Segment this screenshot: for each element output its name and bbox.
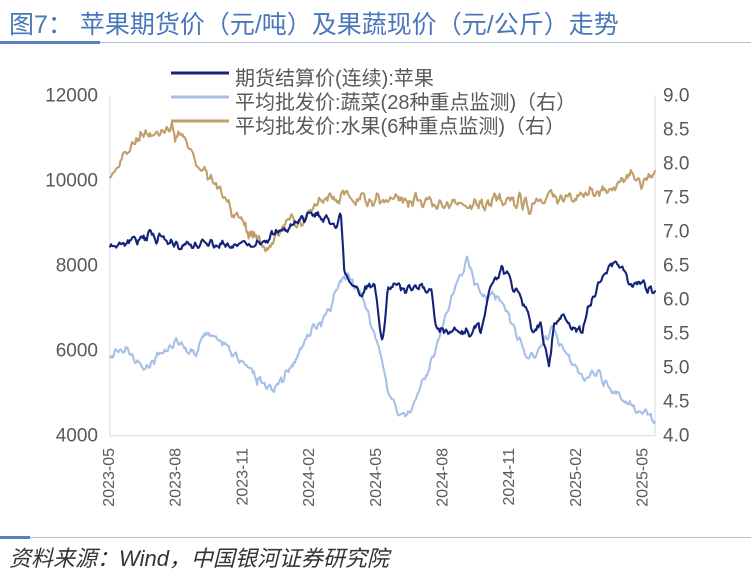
svg-text:9.0: 9.0	[663, 86, 689, 107]
svg-text:2023-08: 2023-08	[168, 448, 185, 507]
svg-text:4000: 4000	[56, 426, 98, 447]
svg-text:5.0: 5.0	[663, 358, 689, 379]
svg-text:10000: 10000	[45, 171, 98, 192]
svg-text:2023-11: 2023-11	[234, 448, 251, 506]
svg-text:6000: 6000	[56, 341, 98, 362]
svg-text:8.5: 8.5	[663, 120, 689, 141]
svg-text:5.5: 5.5	[663, 324, 689, 345]
svg-text:2023-05: 2023-05	[101, 448, 118, 507]
svg-text:6.5: 6.5	[663, 256, 689, 277]
svg-text:6.0: 6.0	[663, 290, 689, 311]
svg-text:12000: 12000	[45, 86, 98, 107]
svg-text:2025-05: 2025-05	[635, 448, 652, 507]
svg-text:2024-11: 2024-11	[501, 448, 518, 506]
svg-text:2025-02: 2025-02	[568, 448, 585, 507]
svg-text:2024-08: 2024-08	[435, 448, 452, 507]
svg-text:7.5: 7.5	[663, 188, 689, 209]
svg-text:8.0: 8.0	[663, 154, 689, 175]
svg-text:4.0: 4.0	[663, 426, 689, 447]
svg-text:2024-05: 2024-05	[368, 448, 385, 507]
svg-text:8000: 8000	[56, 256, 98, 277]
svg-text:7.0: 7.0	[663, 222, 689, 243]
svg-text:2024-02: 2024-02	[301, 448, 318, 507]
svg-text:4.5: 4.5	[663, 392, 689, 413]
